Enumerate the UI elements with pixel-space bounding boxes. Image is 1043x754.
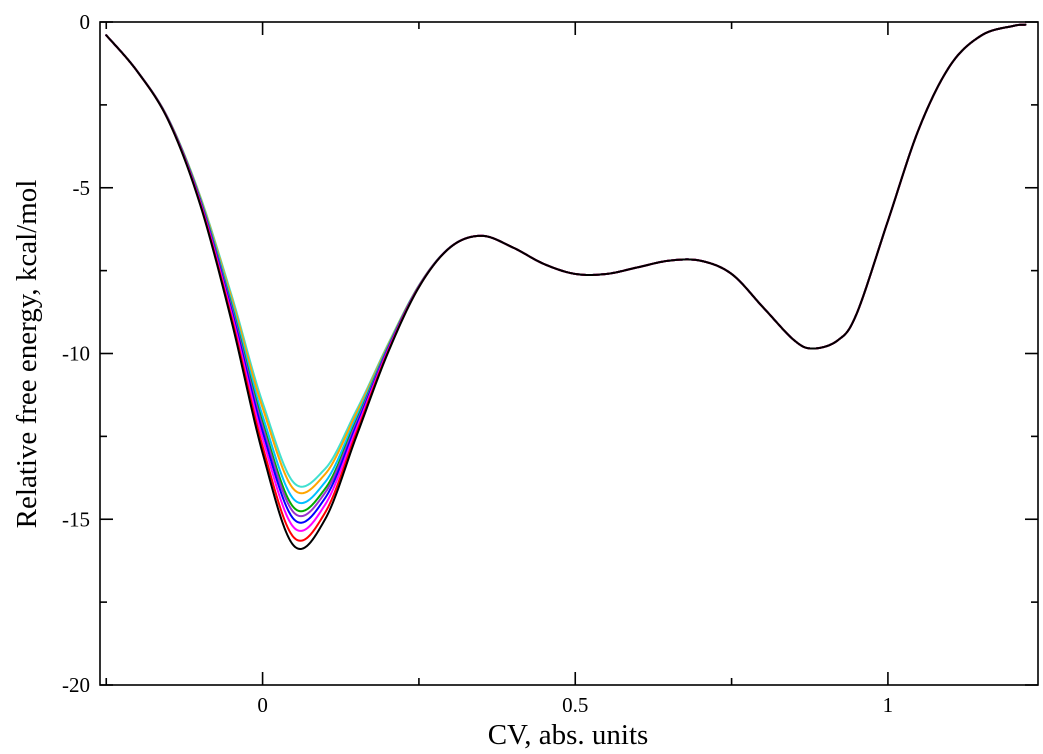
x-tick-label: 0 xyxy=(257,693,268,717)
y-tick-label: -20 xyxy=(62,673,90,697)
series-line-0 xyxy=(105,23,1027,551)
series-line-3 xyxy=(105,23,1027,524)
tick-layer xyxy=(100,21,1038,686)
x-axis-title: CV, abs. units xyxy=(488,719,649,751)
series-line-7 xyxy=(105,23,1027,495)
y-tick-label: -5 xyxy=(73,176,91,200)
x-tick-label: 1 xyxy=(883,693,894,717)
series-layer xyxy=(105,23,1027,551)
series-line-6 xyxy=(105,23,1027,505)
y-tick-label: -15 xyxy=(62,507,90,531)
y-axis-title: Relative free energy, kcal/mol xyxy=(11,180,43,529)
series-line-2 xyxy=(105,23,1027,532)
series-line-5 xyxy=(105,23,1027,513)
series-line-1 xyxy=(105,23,1027,542)
series-line-4 xyxy=(105,23,1027,518)
tick-label-layer: 0 0.5 1 0 -5 -10 -15 -20 xyxy=(62,10,893,717)
x-tick-label: 0.5 xyxy=(562,693,588,717)
series-line-8 xyxy=(105,23,1027,488)
y-tick-label: -10 xyxy=(62,342,90,366)
y-tick-label: 0 xyxy=(80,10,91,34)
